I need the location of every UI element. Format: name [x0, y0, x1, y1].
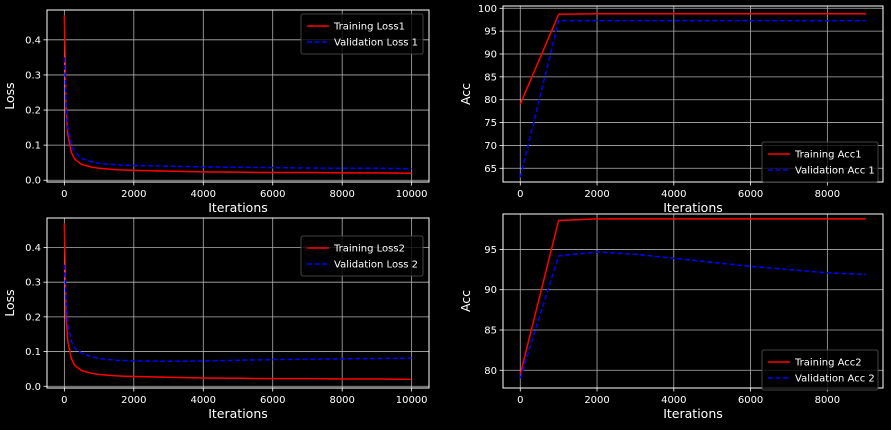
x-axis-label: Iterations: [663, 406, 723, 421]
y-tick-label: 85: [484, 326, 497, 337]
x-tick-label: 4000: [191, 189, 216, 200]
y-tick-label: 0.4: [25, 243, 41, 254]
y-tick-label: 0.0: [25, 382, 41, 393]
x-tick-label: 4000: [661, 395, 686, 406]
series-line-2: [519, 19, 866, 178]
series-line-1: [63, 223, 412, 381]
x-tick-label: 10000: [396, 395, 428, 406]
y-tick-label: 0.2: [25, 312, 41, 323]
y-tick-label: 0.3: [25, 70, 41, 81]
y-tick-label: 70: [484, 141, 497, 152]
legend-box: [300, 235, 424, 277]
series-line-2: [63, 57, 412, 170]
legend-label-1: Training Acc2: [794, 358, 862, 369]
series-line-2: [519, 251, 866, 379]
y-tick-label: 0.4: [25, 35, 41, 46]
y-tick-label: 0.1: [25, 347, 41, 358]
y-tick-label: 95: [484, 27, 497, 38]
x-tick-label: 0: [517, 189, 523, 200]
x-tick-label: 10000: [396, 189, 428, 200]
x-axis-label: Iterations: [208, 200, 268, 215]
legend: Training Acc1 Validation Acc 1: [761, 141, 879, 183]
chart-4: 0 2000 4000 6000 8000 80 85 90 95 Iterations Acc Tr…: [458, 213, 884, 421]
legend-label-2: Validation Loss 2: [334, 260, 418, 271]
y-tick-label: 80: [484, 95, 497, 106]
legend-box: [300, 13, 424, 55]
x-tick-label: 6000: [738, 189, 763, 200]
y-tick-label: 90: [484, 285, 497, 296]
y-tick-label: 100: [478, 4, 497, 15]
y-tick-label: 0.2: [25, 106, 41, 117]
y-tick-label: 90: [484, 50, 497, 61]
series-line-1: [519, 13, 866, 105]
x-axis-label: Iterations: [208, 406, 268, 421]
legend-box: [761, 349, 879, 391]
x-tick-label: 6000: [260, 189, 285, 200]
y-tick-label: 80: [484, 366, 497, 377]
axes-frame: [46, 217, 430, 389]
y-axis-label: Acc: [458, 83, 473, 105]
legend-label-2: Validation Acc 1: [795, 166, 875, 177]
legend-label-2: Validation Loss 1: [334, 38, 418, 49]
x-tick-label: 2000: [121, 395, 146, 406]
legend-label-1: Training Loss1: [333, 22, 405, 33]
axes-frame: [502, 213, 884, 389]
legend: Training Loss1 Validation Loss 1: [300, 13, 424, 55]
x-tick-label: 4000: [661, 189, 686, 200]
x-tick-label: 0: [61, 395, 67, 406]
legend-label-2: Validation Acc 2: [795, 374, 875, 385]
x-tick-label: 0: [517, 395, 523, 406]
y-tick-label: 75: [484, 118, 497, 129]
axes-frame: [502, 5, 884, 183]
series-line-1: [519, 218, 866, 375]
y-axis-label: Loss: [2, 82, 17, 109]
y-tick-label: 85: [484, 72, 497, 83]
y-tick-label: 0.3: [25, 278, 41, 289]
x-tick-label: 8000: [815, 189, 840, 200]
x-tick-label: 0: [61, 189, 67, 200]
x-tick-label: 8000: [329, 189, 354, 200]
legend: Training Loss2 Validation Loss 2: [300, 235, 424, 277]
chart-3: 0 2000 4000 6000 8000 10000 0.0 0.1 0.2 0.3 0.4 Ite…: [2, 217, 430, 421]
series-line-1: [63, 15, 412, 174]
chart-2: 0 2000 4000 6000 8000 65 70 75 80 85 90 95 100 Iterat…: [458, 4, 884, 215]
x-tick-label: 6000: [738, 395, 763, 406]
y-axis-label: Loss: [2, 289, 17, 316]
x-tick-label: 8000: [815, 395, 840, 406]
chart-1: 0 2000 4000 6000 8000 10000 0.0 0.1 0.2 0.3 0.4 Ite…: [2, 9, 430, 215]
x-tick-label: 4000: [191, 395, 216, 406]
x-axis-label: Iterations: [663, 200, 723, 215]
x-tick-label: 2000: [121, 189, 146, 200]
x-tick-label: 2000: [584, 189, 609, 200]
x-tick-label: 2000: [584, 395, 609, 406]
legend-label-1: Training Acc1: [794, 150, 862, 161]
series-line-2: [63, 264, 412, 363]
y-tick-label: 0.1: [25, 141, 41, 152]
y-tick-label: 95: [484, 245, 497, 256]
x-tick-label: 8000: [329, 395, 354, 406]
y-tick-label: 65: [484, 164, 497, 175]
y-tick-label: 0.0: [25, 176, 41, 187]
x-tick-label: 6000: [260, 395, 285, 406]
legend-label-1: Training Loss2: [333, 244, 405, 255]
legend: Training Acc2 Validation Acc 2: [761, 349, 879, 391]
axes-frame: [46, 9, 430, 183]
y-axis-label: Acc: [458, 290, 473, 312]
legend-box: [761, 141, 879, 183]
